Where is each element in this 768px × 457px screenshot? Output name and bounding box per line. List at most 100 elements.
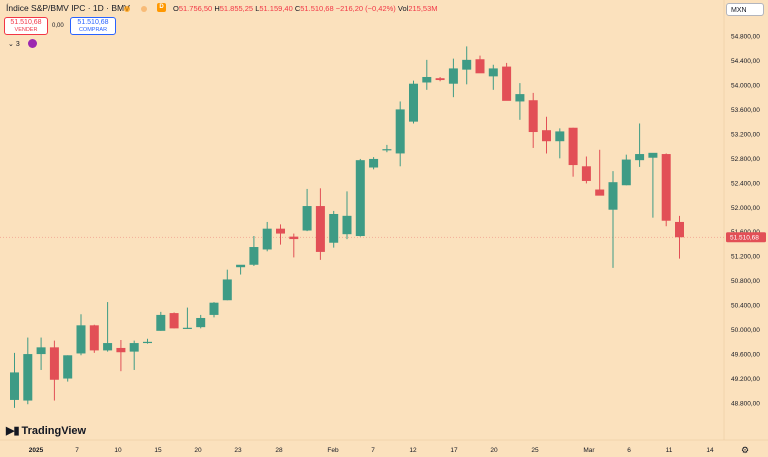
tradingview-mark-icon: ▶▮ [6, 425, 19, 437]
candle-body [661, 154, 671, 221]
indicator-icon[interactable] [28, 39, 37, 48]
candle-body [49, 347, 59, 380]
x-tick-label: 6 [627, 447, 631, 454]
candle-body [129, 343, 139, 352]
market-status-icon [124, 6, 130, 12]
candle-body [448, 68, 458, 84]
x-tick-label: 14 [706, 447, 714, 454]
candle-body [23, 354, 33, 401]
candle-body [369, 158, 379, 168]
y-tick-label: 50.400,00 [731, 303, 760, 310]
candle-body [409, 83, 418, 122]
last-price-badge [726, 232, 766, 243]
candle-body [315, 206, 325, 252]
candle-body [502, 66, 512, 101]
last-price-label: 51.510,68 [730, 235, 759, 242]
candle-body [435, 78, 445, 81]
chart-header: Índice S&P/BMV IPC · 1D · BMV D O51.756,… [0, 0, 768, 20]
candle-body [395, 109, 405, 154]
candle-body [169, 313, 179, 329]
candle-body [555, 131, 565, 142]
y-tick-label: 52.400,00 [731, 180, 760, 187]
candle-body [475, 59, 485, 74]
y-tick-label: 54.000,00 [731, 82, 760, 89]
candle-body [10, 372, 19, 400]
candle-body [143, 341, 152, 344]
candle-body [63, 355, 73, 379]
candle-body [355, 160, 365, 237]
x-tick-label: 7 [75, 447, 79, 454]
candle-body [249, 247, 259, 265]
candle-body [222, 279, 232, 301]
x-tick-label: 28 [275, 447, 283, 454]
x-tick-label: Mar [583, 447, 595, 454]
candle-body [116, 347, 126, 353]
candle-body [156, 314, 166, 331]
indicators-toggle[interactable]: ⌄ 3 [8, 41, 20, 48]
candle-body [302, 206, 312, 231]
y-tick-label: 54.400,00 [731, 58, 760, 65]
ohlc-legend: O51.756,50 H51.855,25 L51.159,40 C51.510… [173, 4, 438, 13]
spread-value: 0,00 [52, 23, 64, 29]
delayed-data-badge: D [157, 3, 166, 12]
x-tick-label: 2025 [29, 447, 44, 454]
x-tick-label: 23 [234, 447, 242, 454]
x-tick-label: 20 [490, 447, 498, 454]
y-tick-label: 52.800,00 [731, 156, 760, 163]
candle-body [276, 228, 285, 234]
symbol-title[interactable]: Índice S&P/BMV IPC · 1D · BMV [6, 3, 130, 13]
currency-selector[interactable]: MXN [726, 3, 764, 16]
buy-button[interactable]: 51.510,68 COMPRAR [70, 17, 116, 35]
candle-body [648, 152, 658, 158]
candle-body [515, 94, 525, 102]
sell-button[interactable]: 51.510,68 VENDER [4, 17, 48, 35]
candle-body [422, 76, 432, 83]
x-tick-label: 10 [114, 447, 122, 454]
candle-body [581, 166, 591, 181]
candle-body [76, 325, 86, 354]
candle-body [528, 100, 538, 133]
candle-body [89, 325, 99, 351]
gear-icon[interactable]: ⚙ [741, 445, 750, 455]
candle-body [196, 317, 206, 328]
candle-body [209, 302, 219, 315]
candle-body [595, 189, 605, 196]
y-tick-label: 51.200,00 [731, 254, 760, 261]
y-tick-label: 52.000,00 [731, 205, 760, 212]
y-tick-label: 50.000,00 [731, 327, 760, 334]
candle-body [36, 347, 46, 355]
y-tick-label: 49.600,00 [731, 352, 760, 359]
data-status-icon [141, 6, 147, 12]
candle-body [182, 327, 192, 329]
x-tick-label: 12 [409, 447, 417, 454]
x-tick-label: 7 [371, 447, 375, 454]
tradingview-logo[interactable]: ▶▮ TradingView [6, 425, 87, 437]
candle-body [462, 59, 472, 70]
candle-body [342, 215, 352, 235]
candle-body [542, 130, 551, 142]
candle-body [103, 343, 113, 351]
candle-body [262, 228, 272, 250]
y-tick-label: 50.800,00 [731, 278, 760, 285]
y-tick-label: 53.200,00 [731, 131, 760, 138]
candle-body [621, 159, 631, 186]
candle-body [488, 68, 498, 77]
candle-body [236, 264, 246, 268]
candle-body [329, 213, 339, 243]
candle-body [289, 236, 299, 240]
y-tick-label: 54.800,00 [731, 34, 760, 41]
y-tick-label: 48.800,00 [731, 401, 760, 408]
x-tick-label: 25 [531, 447, 539, 454]
candle-body [608, 182, 618, 210]
candle-body [568, 127, 578, 166]
candle-body [382, 149, 392, 151]
candle-body [635, 154, 645, 161]
x-tick-label: 20 [194, 447, 202, 454]
y-tick-label: 49.200,00 [731, 376, 760, 383]
y-tick-label: 53.600,00 [731, 107, 760, 114]
candle-body [675, 221, 684, 238]
x-tick-label: 17 [450, 447, 458, 454]
x-tick-label: 11 [666, 447, 673, 454]
x-tick-label: 15 [154, 447, 162, 454]
